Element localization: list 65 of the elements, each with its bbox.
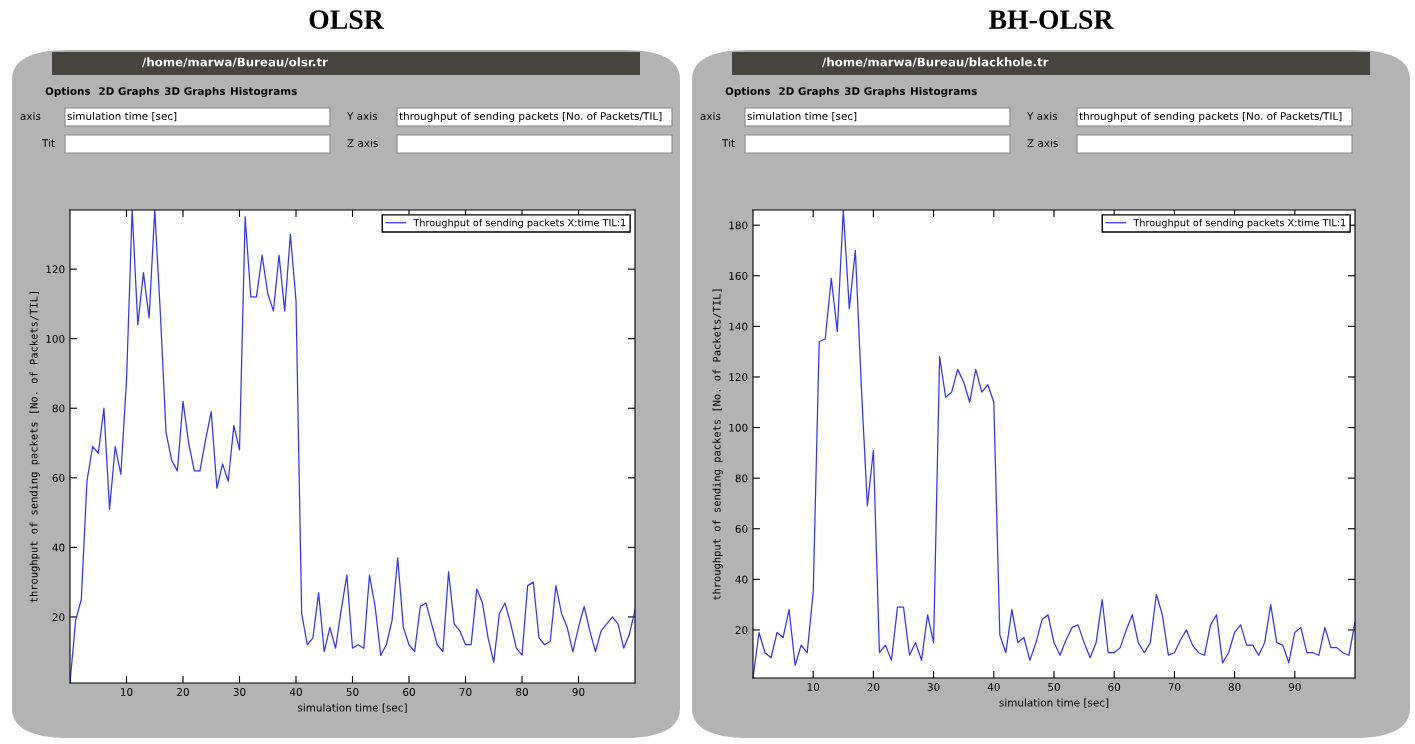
y-tick-label: 80 bbox=[52, 404, 65, 413]
y-axis-title: throughput of sending packets [No. of Packets/TIL] bbox=[712, 289, 723, 601]
text: Histograms bbox=[910, 86, 977, 98]
x-tick-label: 50 bbox=[346, 688, 359, 696]
y-tick-label: 40 bbox=[52, 543, 65, 552]
text: throughput of sending packets [No. of Packets/TIL] bbox=[1079, 111, 1342, 123]
x-tick-label: 70 bbox=[459, 688, 472, 696]
text: simulation time [sec] bbox=[67, 111, 177, 122]
x-tick-label: 30 bbox=[927, 683, 940, 691]
legend-label: Throughput of sending packets X:time TIL:1 bbox=[1133, 218, 1346, 229]
text: 2D Graphs bbox=[99, 86, 160, 98]
text: throughput of sending packets [No. of Packets/TIL] bbox=[399, 111, 662, 123]
text: Histograms bbox=[230, 86, 297, 98]
y-tick-label: 140 bbox=[729, 322, 748, 331]
text: /home/marwa/Bureau/blackhole.tr bbox=[822, 57, 1049, 68]
y-axis-title: throughput of sending packets [No. of Packets/TIL] bbox=[29, 292, 40, 603]
text: /home/marwa/Bureau/olsr.tr bbox=[142, 57, 328, 68]
x-tick-label: 90 bbox=[572, 688, 585, 696]
x-tick-label: 70 bbox=[1168, 683, 1181, 691]
text: Y axis bbox=[346, 111, 378, 121]
text: Tit bbox=[721, 138, 735, 147]
x-tick-label: 50 bbox=[1048, 683, 1060, 691]
x-tick-label: 80 bbox=[1228, 683, 1241, 691]
y-tick-label: 60 bbox=[735, 524, 748, 533]
y-tick-label: 20 bbox=[52, 613, 65, 622]
text: Z axis bbox=[1027, 138, 1058, 148]
line-series bbox=[753, 210, 1355, 678]
x-tick-label: 90 bbox=[1288, 683, 1301, 691]
chart-title: BH-OLSR bbox=[988, 10, 1114, 29]
legend-label: Throughput of sending packets X:time TIL:1 bbox=[413, 218, 626, 229]
line-series bbox=[70, 210, 635, 683]
y-tick-label: 160 bbox=[729, 272, 748, 280]
x-tick-label: 20 bbox=[867, 683, 880, 691]
y-tick-label: 20 bbox=[735, 626, 748, 635]
y-tick-label: 180 bbox=[729, 221, 748, 230]
text: Options bbox=[725, 86, 771, 98]
text: Options bbox=[45, 86, 91, 98]
x-tick-label: 20 bbox=[177, 688, 189, 696]
text: simulation time [sec] bbox=[747, 111, 857, 122]
text: axis bbox=[700, 111, 721, 121]
x-tick-label: 60 bbox=[403, 688, 415, 696]
text: 3D Graphs bbox=[844, 86, 906, 98]
y-tick-label: 120 bbox=[729, 373, 748, 382]
x-tick-label: 80 bbox=[516, 688, 528, 696]
text: axis bbox=[20, 111, 41, 121]
x-tick-label: 10 bbox=[121, 688, 133, 696]
y-tick-label: 60 bbox=[52, 474, 65, 482]
y-tick-label: 100 bbox=[729, 423, 748, 432]
y-tick-label: 100 bbox=[46, 334, 65, 343]
x-tick-label: 60 bbox=[1108, 683, 1121, 691]
y-tick-label: 120 bbox=[46, 265, 65, 274]
x-tick-label: 30 bbox=[233, 688, 246, 696]
x-axis-title: simulation time [sec] bbox=[297, 703, 407, 713]
chart-title: OLSR bbox=[309, 10, 385, 29]
text: Y axis bbox=[1026, 111, 1058, 121]
text: Tit bbox=[41, 138, 55, 147]
y-tick-label: 40 bbox=[735, 575, 748, 584]
x-axis-title: simulation time [sec] bbox=[999, 698, 1109, 708]
y-tick-label: 80 bbox=[735, 474, 748, 483]
text: 3D Graphs bbox=[164, 86, 226, 98]
x-tick-label: 10 bbox=[807, 683, 820, 691]
x-tick-label: 40 bbox=[289, 688, 302, 696]
x-tick-label: 40 bbox=[987, 683, 1000, 691]
text: 2D Graphs bbox=[779, 86, 840, 98]
text: Z axis bbox=[347, 138, 378, 148]
